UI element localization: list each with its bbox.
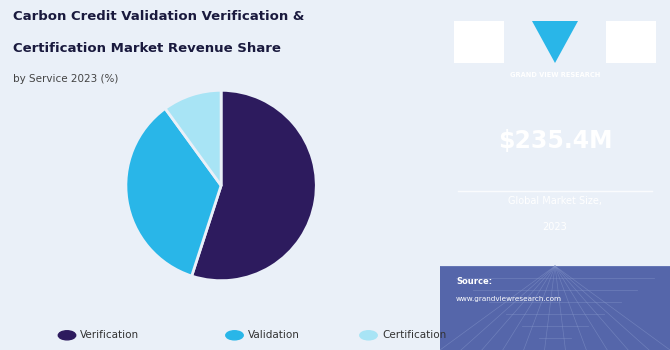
Text: GRAND VIEW RESEARCH: GRAND VIEW RESEARCH: [510, 72, 600, 78]
Polygon shape: [532, 21, 578, 63]
Text: 2023: 2023: [543, 222, 567, 232]
Text: by Service 2023 (%): by Service 2023 (%): [13, 74, 119, 84]
Text: www.grandviewresearch.com: www.grandviewresearch.com: [456, 296, 562, 302]
Text: Carbon Credit Validation Verification &: Carbon Credit Validation Verification &: [13, 10, 305, 23]
Text: Certification Market Revenue Share: Certification Market Revenue Share: [13, 42, 281, 55]
Text: Global Market Size,: Global Market Size,: [508, 196, 602, 206]
Wedge shape: [126, 108, 221, 276]
Text: Certification: Certification: [382, 330, 446, 340]
Text: Verification: Verification: [80, 330, 139, 340]
Text: $235.4M: $235.4M: [498, 130, 612, 154]
Bar: [606, 21, 656, 63]
Bar: [454, 21, 505, 63]
Wedge shape: [165, 90, 221, 186]
Wedge shape: [192, 90, 316, 281]
Text: Validation: Validation: [248, 330, 299, 340]
Bar: [440, 266, 670, 350]
Text: Source:: Source:: [456, 276, 492, 286]
